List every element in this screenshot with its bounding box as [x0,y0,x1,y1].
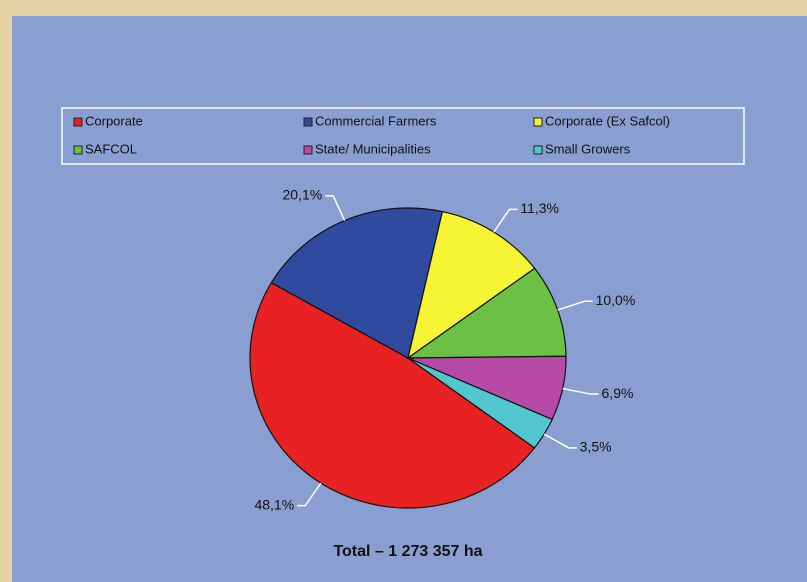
data-label: 3,5% [580,439,612,455]
leader-line [543,433,577,449]
legend-swatch [303,145,313,155]
data-label: 48,1% [254,496,294,512]
legend-box [61,107,745,165]
legend-label: Commercial Farmers [315,113,437,128]
leader-line [557,300,593,311]
legend-swatch [73,117,83,127]
data-label: 6,9% [602,385,634,401]
data-label: 20,1% [283,187,323,203]
chart-title: Total – 1 273 357 ha [333,543,482,560]
legend-swatch [73,145,83,155]
data-label: 11,3% [520,200,559,216]
leader-line [493,208,518,233]
data-label: 10,0% [596,292,636,308]
legend-swatch [533,117,543,127]
legend-label: Corporate (Ex Safcol) [545,113,670,128]
leader-line [325,195,346,221]
leader-line [562,387,599,395]
leader-line [297,482,322,507]
legend-label: Corporate [85,113,143,128]
legend-label: Small Growers [545,141,631,156]
legend-label: State/ Municipalities [315,141,431,156]
legend-label: SAFCOL [85,141,137,156]
legend-swatch [533,145,543,155]
pie-slice [407,210,536,360]
pie-slice [406,267,567,359]
legend-swatch [303,117,313,127]
